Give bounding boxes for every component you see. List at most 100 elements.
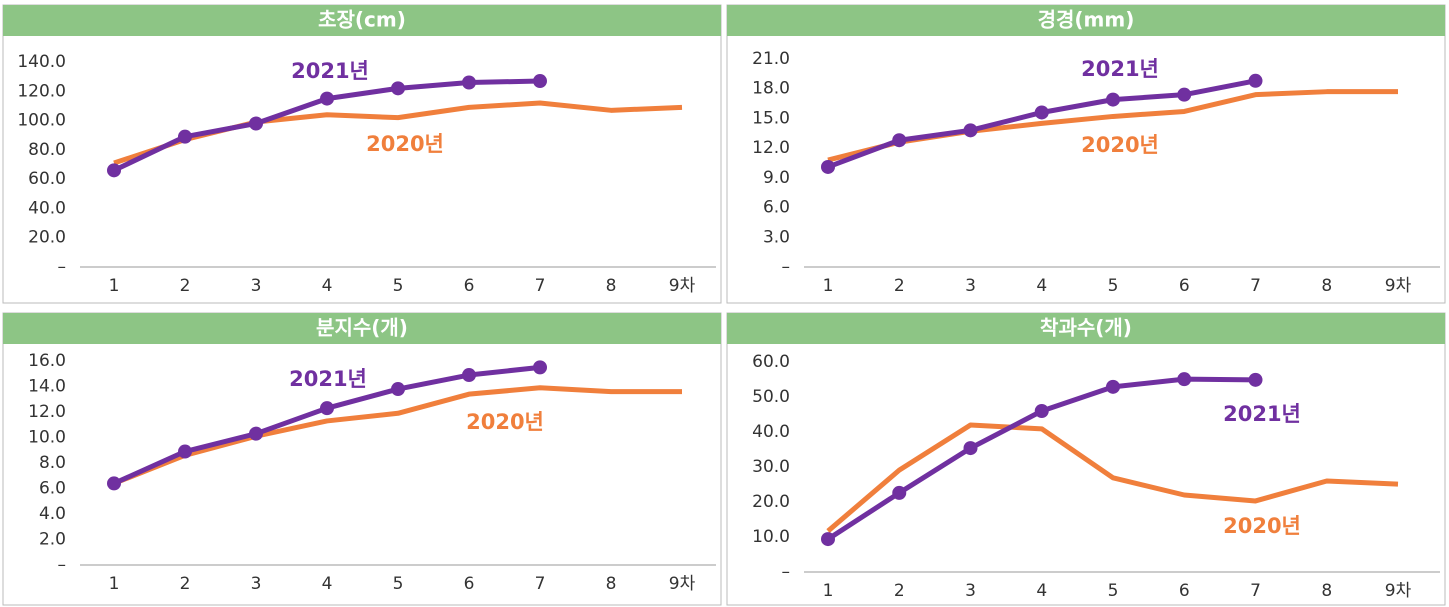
chart-title: 초장(cm) [318, 8, 406, 32]
x-tick-label: 6 [1179, 581, 1190, 601]
panel-header [3, 5, 721, 36]
series-marker [320, 91, 334, 106]
series-marker [462, 75, 476, 90]
y-tick-label: 60.0 [752, 352, 790, 372]
y-tick-label: 15.0 [752, 108, 790, 128]
y-tick-label: 9.0 [763, 168, 790, 188]
x-tick-label: 8 [1321, 276, 1332, 296]
x-tick-label: 1 [109, 574, 120, 594]
x-tick-label: 7 [535, 276, 546, 296]
x-tick-label: 4 [1036, 276, 1047, 296]
x-tick-label: 7 [1250, 276, 1261, 296]
x-tick-label: 6 [464, 276, 475, 296]
series-marker [320, 401, 334, 416]
y-tick-label: 14.0 [28, 377, 66, 397]
series-marker [178, 444, 192, 459]
chart-title: 분지수(개) [316, 316, 408, 340]
series-marker [892, 133, 907, 148]
y-tick-label: – [782, 562, 791, 582]
y-tick-label: 6.0 [763, 198, 790, 218]
y-tick-label: 50.0 [752, 387, 790, 407]
series-label: 2021년 [289, 367, 367, 391]
y-tick-label: 3.0 [763, 227, 790, 247]
y-tick-label: 16.0 [28, 351, 66, 371]
x-tick-label: 4 [1036, 581, 1047, 601]
x-tick-label: 2 [180, 276, 191, 296]
series-marker [821, 532, 835, 547]
x-tick-label: 1 [109, 276, 120, 296]
series-marker [462, 368, 476, 383]
y-tick-label: 6.0 [39, 479, 66, 499]
series-marker [533, 360, 547, 375]
x-tick-label: 8 [1321, 581, 1332, 601]
y-tick-label: – [58, 555, 67, 575]
x-tick-label: 2 [180, 574, 191, 594]
x-tick-label: 9차 [1385, 581, 1412, 601]
y-tick-label: – [58, 257, 67, 277]
x-tick-label: 5 [393, 574, 404, 594]
x-tick-label: 5 [393, 276, 404, 296]
series-marker [1034, 404, 1049, 418]
series-marker [107, 163, 121, 178]
y-tick-label: 4.0 [39, 504, 66, 524]
y-tick-label: 10.0 [752, 527, 790, 547]
y-tick-label: 60.0 [28, 169, 66, 189]
y-tick-label: 20.0 [752, 492, 790, 512]
x-tick-label: 8 [606, 276, 617, 296]
series-marker [1177, 87, 1192, 102]
x-tick-label: 9차 [669, 276, 696, 296]
y-tick-label: 30.0 [752, 457, 790, 477]
y-tick-label: – [782, 257, 791, 277]
series-marker [249, 426, 263, 441]
x-tick-label: 3 [965, 276, 976, 296]
series-label: 2020년 [466, 410, 544, 434]
series-marker [1106, 92, 1120, 107]
y-tick-label: 80.0 [28, 140, 66, 160]
series-marker [821, 159, 835, 174]
series-label: 2020년 [366, 132, 444, 156]
y-tick-label: 12.0 [752, 138, 790, 158]
x-tick-label: 7 [535, 574, 546, 594]
y-tick-label: 21.0 [752, 49, 790, 69]
panel-header [727, 5, 1445, 36]
series-label: 2020년 [1223, 514, 1301, 538]
chart-title: 경경(mm) [1038, 8, 1135, 32]
series-marker [1177, 372, 1192, 387]
series-marker [107, 476, 121, 491]
x-tick-label: 2 [894, 276, 905, 296]
x-tick-label: 8 [606, 574, 617, 594]
y-tick-label: 140.0 [17, 52, 66, 72]
y-tick-label: 20.0 [28, 228, 66, 248]
y-tick-label: 10.0 [28, 428, 66, 448]
x-tick-label: 1 [823, 581, 834, 601]
y-tick-label: 120.0 [17, 81, 66, 101]
x-tick-label: 1 [823, 276, 834, 296]
series-marker [892, 485, 907, 500]
series-marker [178, 129, 192, 144]
x-tick-label: 7 [1250, 581, 1261, 601]
chart-title: 착과수(개) [1040, 316, 1132, 340]
series-marker [1034, 105, 1049, 120]
x-tick-label: 2 [894, 581, 905, 601]
series-label: 2021년 [1223, 402, 1301, 426]
x-tick-label: 5 [1108, 276, 1119, 296]
panel-header [3, 313, 721, 344]
y-tick-label: 40.0 [752, 422, 790, 442]
series-line [826, 376, 1256, 542]
y-tick-label: 2.0 [39, 530, 66, 550]
x-tick-label: 4 [322, 276, 333, 296]
series-line [113, 385, 682, 486]
x-tick-label: 6 [1179, 276, 1190, 296]
x-tick-label: 6 [464, 574, 475, 594]
series-marker [963, 441, 978, 456]
series-marker [963, 123, 978, 138]
x-tick-label: 4 [322, 574, 333, 594]
panel-header [727, 313, 1445, 344]
x-tick-label: 9차 [1385, 276, 1412, 296]
panel-frame [2, 4, 722, 304]
series-line [826, 422, 1399, 533]
series-marker [533, 74, 547, 89]
x-tick-label: 3 [251, 276, 262, 296]
